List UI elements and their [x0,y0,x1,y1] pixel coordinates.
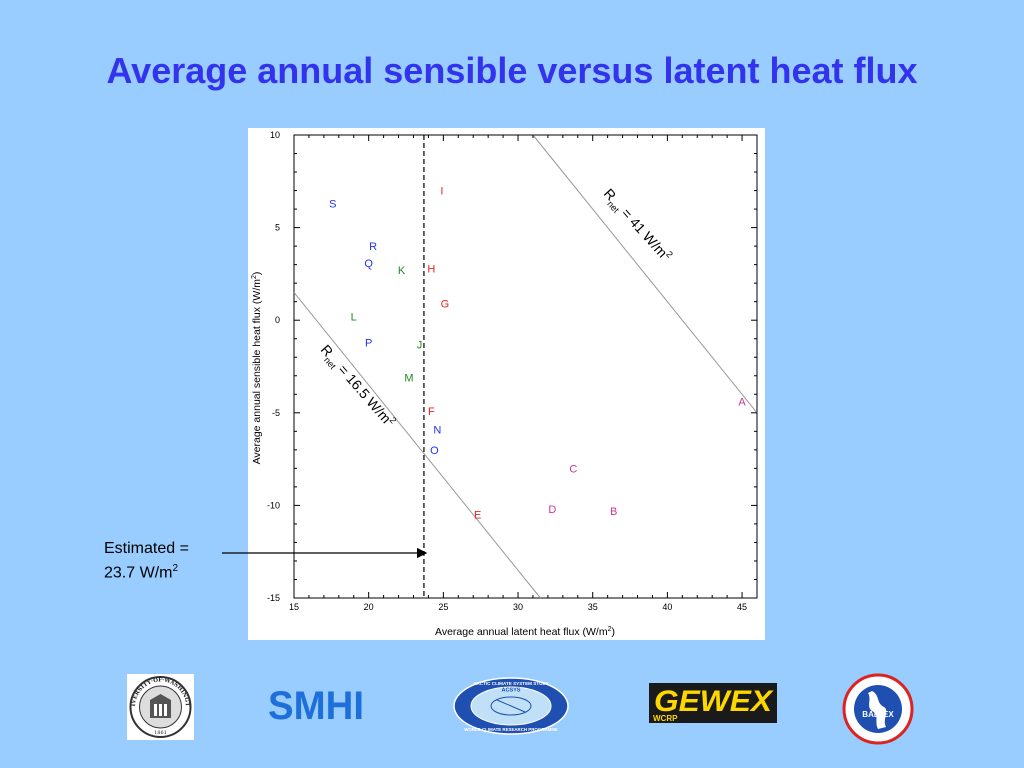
smhi-logo-text: SMHI [268,684,364,725]
x-tick-label: 30 [513,602,523,612]
smhi-logo: SMHI [268,684,364,725]
gewex-logo-text: GEWEX [654,685,774,718]
data-point-i: I [440,186,443,198]
x-tick-label: 20 [364,602,374,612]
acsys-mid-text: ACSYS [502,688,521,694]
gewex-logo: GEWEX WCRP [649,683,777,723]
data-point-e: E [474,510,481,522]
baltex-logo: BALTEX [842,673,914,745]
y-axis-label-sup: 2 [251,275,258,279]
acsys-logo: ARCTIC CLIMATE SYSTEM STUDY ACSYS WORLD … [453,677,569,735]
acsys-top-text: ARCTIC CLIMATE SYSTEM STUDY [473,681,549,686]
y-tick-label: 5 [275,223,280,233]
rnet-41-annotation: Rnet = 41 W/m2 [599,185,675,267]
rnet-low-val: 16.5 W/m [343,371,394,427]
x-axis-label: Average annual latent heat flux (W/m2) [435,626,615,638]
data-point-b: B [610,506,617,518]
data-point-c: C [569,463,577,475]
rnet-line-net-41 [532,134,758,414]
x-axis-label-text: Average annual latent heat flux (W/m [435,626,608,638]
acsys-bottom-text: WORLD CLIMATE RESEARCH PROGRAMME [464,727,558,732]
x-tick-label: 15 [289,602,299,612]
scatter-chart: 15 20 25 30 35 40 45 10 5 0 -5 -10 -15 A B C D E F G H I J K L M… [251,130,758,638]
data-point-m: M [404,373,413,385]
y-tick-label: 10 [270,130,280,140]
estimate-label: Estimated = 23.7 W/m2 [104,539,189,583]
estimate-value: 23.7 W/m [104,564,173,582]
wcrp-logo-text: WCRP [653,714,678,723]
data-point-d: D [548,504,556,516]
rnet-16-5-annotation: Rnet = 16.5 W/m2 [315,341,398,432]
plot-panel: 15 20 25 30 35 40 45 10 5 0 -5 -10 -15 A B C D E F G H I J K L M… [248,128,765,640]
data-point-p: P [365,337,372,349]
slide-title: Average annual sensible versus latent he… [106,50,918,91]
y-axis-label: Average annual sensible heat flux (W/m2) [251,272,263,465]
x-axis-label-sup: 2 [608,626,612,633]
y-tick-label: 0 [275,315,280,325]
data-point-s: S [329,199,336,211]
data-point-k: K [398,265,406,277]
rnet-low-eq: = [333,359,356,382]
plot-frame [293,134,758,599]
data-point-l: L [351,311,357,323]
estimate-label-line2: 23.7 W/m2 [104,559,189,583]
uw-seal-year: 1861 [154,730,167,736]
x-axis-label-end: ) [611,626,615,638]
data-point-h: H [427,263,435,275]
data-point-q: Q [364,258,373,270]
data-point-n: N [433,424,441,436]
university-of-washington-seal: UNIVERSITY·OF·WASHINGTON 1861 [127,674,194,740]
rnet-low-sup: 2 [388,415,399,425]
y-axis-label-text: Average annual sensible heat flux (W/m [251,279,263,465]
x-tick-label: 45 [737,602,747,612]
x-tick-label: 25 [438,602,448,612]
rnet-high-val: 41 W/m [627,214,671,261]
rnet-line-net-16.5 [293,292,541,599]
rnet-high-eq: = [616,202,639,225]
rnet-high-sup: 2 [664,249,675,259]
data-point-o: O [430,445,439,457]
estimate-label-line1: Estimated = [104,540,189,557]
x-tick-label: 40 [662,602,672,612]
y-tick-label: -5 [272,408,280,418]
data-point-j: J [417,339,423,351]
estimate-sup: 2 [172,563,179,574]
data-point-f: F [428,406,435,418]
data-point-r: R [369,241,377,253]
baltex-logo-text: BALTEX [862,710,894,719]
y-tick-label: -10 [267,500,280,510]
data-point-a: A [738,397,746,409]
data-point-g: G [441,299,450,311]
y-axis-label-end: ) [251,272,263,276]
x-tick-label: 35 [588,602,598,612]
y-tick-label: -15 [267,593,280,603]
